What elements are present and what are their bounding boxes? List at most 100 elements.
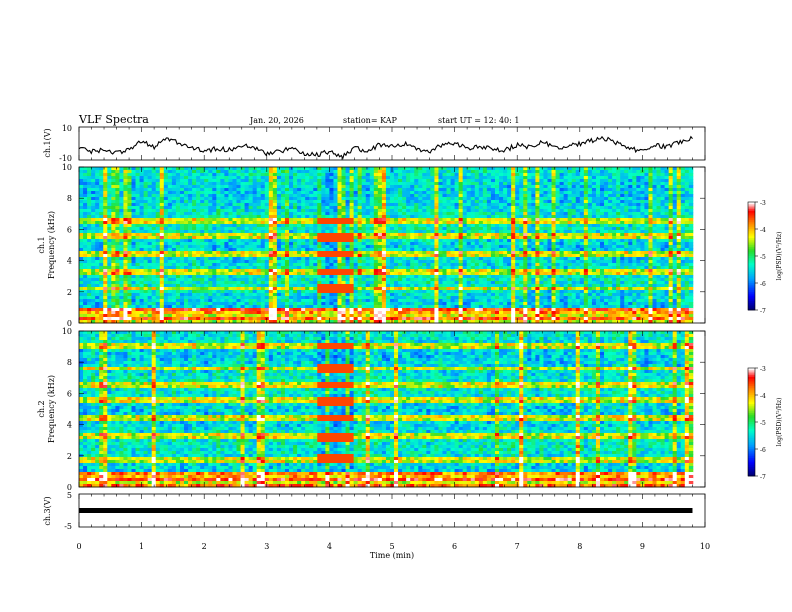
spectrogram-cell (680, 245, 686, 249)
spectrogram-cell (123, 224, 128, 228)
spectrogram-cell (490, 257, 496, 261)
spectrogram-cell (684, 257, 690, 261)
spectrogram-cell (272, 230, 278, 234)
spectrogram-cell (636, 185, 641, 189)
spectrogram-cell (523, 254, 528, 258)
spectrogram-cell (422, 173, 427, 177)
spectrogram-cell (632, 248, 637, 252)
spectrogram-cell (648, 188, 653, 192)
spectrogram-cell (591, 257, 597, 261)
spectrogram-cell (531, 212, 536, 216)
spectrogram-cell (640, 260, 645, 264)
spectrogram-cell (668, 230, 674, 234)
spectrogram-cell (212, 179, 217, 183)
spectrogram-cell (115, 209, 120, 213)
spectrogram-cell (111, 224, 116, 228)
spectrogram-cell (208, 200, 213, 204)
spectrogram-cell (377, 254, 383, 258)
spectrogram-cell (220, 224, 225, 228)
spectrogram-cell (474, 185, 480, 189)
spectrogram-cell (486, 209, 492, 213)
spectrogram-cell (337, 194, 342, 198)
spectrogram-cell (179, 203, 185, 207)
spectrogram-cell (377, 257, 383, 261)
spectrogram-cell (200, 212, 205, 216)
spectrogram-cell (652, 230, 657, 234)
spectrogram-cell (329, 248, 334, 252)
spectrogram-cell (680, 185, 686, 189)
spectrogram-cell (499, 251, 504, 255)
spectrogram-cell (313, 173, 318, 177)
spectrogram-cell (612, 206, 617, 210)
spectrogram-cell (204, 209, 209, 213)
spectrogram-cell (357, 170, 363, 174)
spectrogram-cell (252, 188, 258, 192)
spectrogram-cell (490, 200, 496, 204)
spectrogram-cell (450, 245, 455, 249)
spectrogram-cell (228, 206, 233, 210)
spectrogram-cell (216, 251, 221, 255)
spectrogram-cell (139, 263, 145, 267)
spectrogram-cell (604, 248, 609, 252)
spectrogram-cell (676, 167, 682, 171)
spectrogram-cell (357, 251, 363, 255)
spectrogram-cell (147, 230, 153, 234)
spectrogram-cell (252, 209, 258, 213)
spectrogram-cell (381, 176, 387, 180)
spectrogram-cell (196, 203, 201, 207)
spectrogram-cell (127, 176, 132, 180)
spectrogram-cell (595, 173, 601, 177)
spectrogram-cell (410, 185, 415, 189)
spectrogram-cell (547, 221, 552, 225)
spectrogram-cell (361, 173, 367, 177)
spectrogram-cell (272, 218, 278, 222)
spectrogram-cell (184, 224, 189, 228)
spectrogram-cell (236, 185, 241, 189)
spectrogram-cell (280, 173, 286, 177)
spectrogram-cell (171, 176, 177, 180)
station-label: station= KAP (343, 116, 398, 125)
spectrogram-cell (381, 191, 387, 195)
spectrogram-cell (192, 227, 197, 231)
spectrogram-cell (474, 233, 480, 237)
spectrogram-cell (624, 194, 629, 198)
spectrogram-cell (616, 257, 621, 261)
spectrogram-cell (535, 239, 540, 243)
spectrogram-cell (474, 245, 480, 249)
spectrogram-cell (349, 191, 355, 195)
spectrogram-cell (575, 167, 581, 171)
spectrogram-cell (143, 230, 149, 234)
spectrogram-cell (143, 170, 149, 174)
spectrogram-cell (474, 212, 480, 216)
spectrogram-cell (680, 203, 686, 207)
spectrogram-cell (507, 170, 512, 174)
spectrogram-cell (83, 233, 88, 237)
spectrogram-cell (357, 260, 363, 264)
spectrogram-cell (87, 233, 92, 237)
spectrogram-cell (200, 215, 205, 219)
spectrogram-cell (515, 194, 520, 198)
spectrogram-cell (608, 239, 613, 243)
spectrogram-cell (224, 215, 229, 219)
spectrogram-cell (555, 206, 561, 210)
spectrogram-cell (252, 221, 258, 225)
spectrogram-cell (595, 167, 601, 171)
spectrogram-cell (204, 173, 209, 177)
spectrogram-cell (482, 203, 488, 207)
spectrogram-cell (188, 254, 193, 258)
spectrogram-cell (571, 218, 577, 222)
spectrogram-cell (224, 212, 229, 216)
spectrogram-cell (103, 254, 108, 258)
spectrogram-cell (200, 191, 205, 195)
spectrogram-cell (208, 176, 213, 180)
spectrogram-cell (406, 251, 411, 255)
spectrogram-cell (503, 173, 508, 177)
spectrogram-cell (595, 254, 601, 258)
spectrogram-cell (668, 200, 674, 204)
spectrogram-cell (430, 176, 435, 180)
spectrogram-cell (628, 212, 633, 216)
spectrogram-cell (192, 200, 197, 204)
spectrogram-cell (410, 251, 415, 255)
spectrogram-cell (361, 248, 367, 252)
spectrogram-cell (527, 257, 532, 261)
